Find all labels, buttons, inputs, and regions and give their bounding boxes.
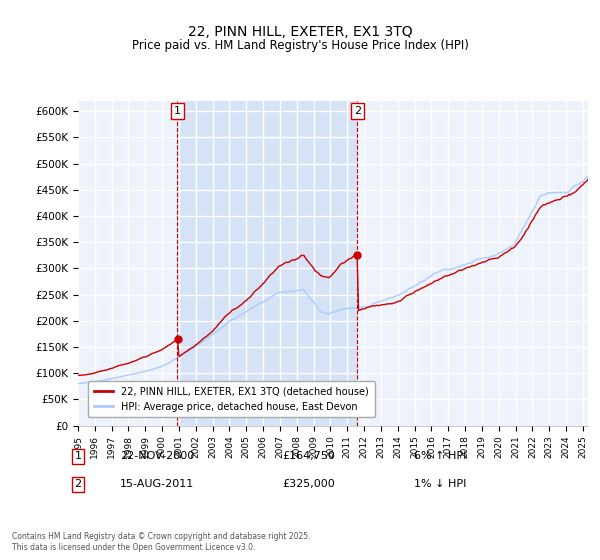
Legend: 22, PINN HILL, EXETER, EX1 3TQ (detached house), HPI: Average price, detached ho: 22, PINN HILL, EXETER, EX1 3TQ (detached… <box>88 381 374 418</box>
Text: 15-AUG-2011: 15-AUG-2011 <box>120 479 194 489</box>
Text: 22, PINN HILL, EXETER, EX1 3TQ: 22, PINN HILL, EXETER, EX1 3TQ <box>188 25 412 39</box>
Bar <box>178 101 358 426</box>
Text: 1: 1 <box>74 451 82 461</box>
Text: 1% ↓ HPI: 1% ↓ HPI <box>414 479 466 489</box>
Text: Price paid vs. HM Land Registry's House Price Index (HPI): Price paid vs. HM Land Registry's House … <box>131 39 469 52</box>
Text: 2: 2 <box>354 106 361 116</box>
Text: Contains HM Land Registry data © Crown copyright and database right 2025.
This d: Contains HM Land Registry data © Crown c… <box>12 532 311 552</box>
Text: 22-NOV-2000: 22-NOV-2000 <box>120 451 194 461</box>
Text: 6% ↑ HPI: 6% ↑ HPI <box>414 451 466 461</box>
Text: 1: 1 <box>174 106 181 116</box>
Text: 2: 2 <box>74 479 82 489</box>
Text: £164,750: £164,750 <box>282 451 335 461</box>
Text: £325,000: £325,000 <box>282 479 335 489</box>
